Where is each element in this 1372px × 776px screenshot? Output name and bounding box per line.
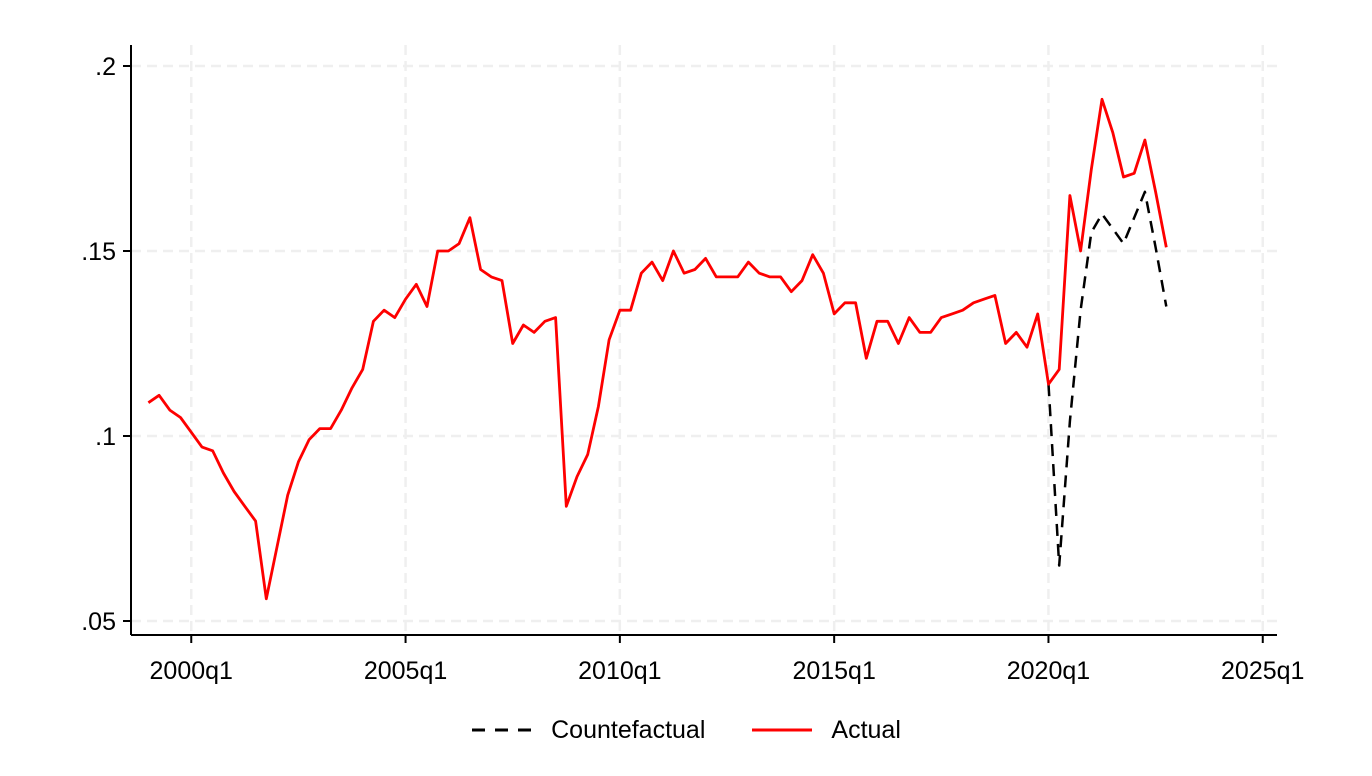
solid-line-swatch-icon bbox=[752, 728, 813, 732]
legend-label-actual: Actual bbox=[831, 715, 901, 744]
legend-item-actual: Actual bbox=[751, 715, 901, 744]
legend: Countefactual Actual bbox=[0, 708, 1372, 752]
x-tick-label: 2015q1 bbox=[792, 657, 875, 685]
x-tick-label: 2020q1 bbox=[1007, 657, 1090, 685]
legend-item-counterfactual: Countefactual bbox=[471, 717, 705, 743]
actual-line bbox=[147, 97, 1168, 601]
x-tick-label: 2005q1 bbox=[364, 657, 447, 685]
countefactual-line bbox=[1047, 190, 1168, 567]
x-tick-label: 2000q1 bbox=[150, 657, 233, 685]
y-tick-label: .15 bbox=[81, 238, 116, 266]
x-tick-label: 2010q1 bbox=[578, 657, 661, 685]
y-tick-label: .2 bbox=[95, 53, 116, 81]
x-tick-label: 2025q1 bbox=[1221, 657, 1304, 685]
dashed-line-swatch-icon bbox=[472, 728, 533, 732]
legend-label-counterfactual: Countefactual bbox=[551, 715, 706, 744]
y-tick-label: .05 bbox=[81, 608, 116, 636]
y-tick-label: .1 bbox=[95, 423, 116, 451]
